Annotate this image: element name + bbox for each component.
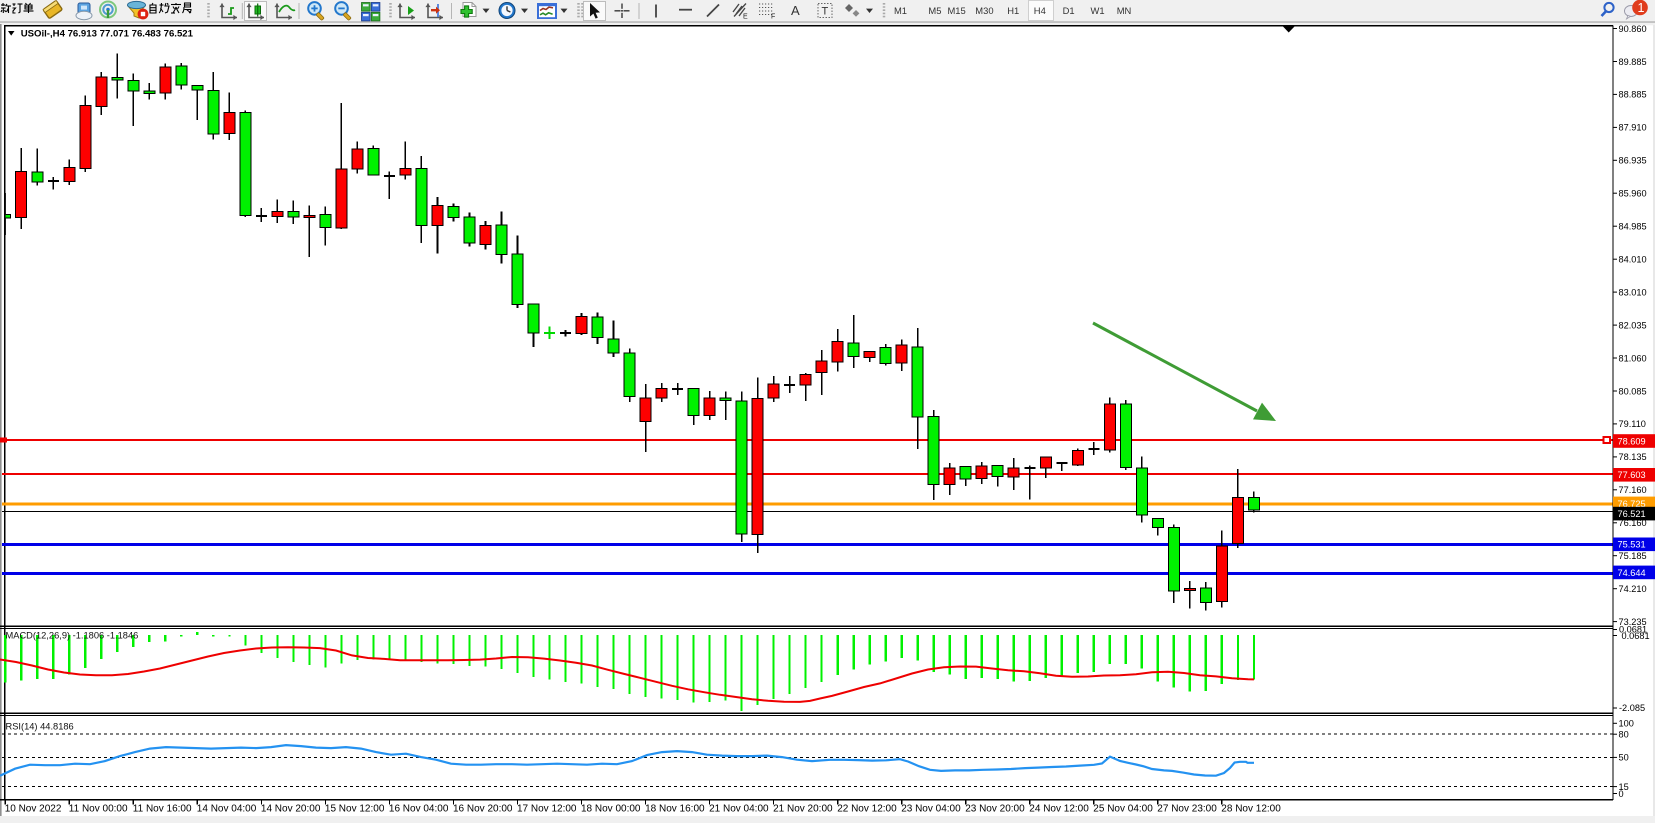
- svg-text:D1: D1: [1063, 5, 1075, 16]
- svg-text:M15: M15: [948, 5, 966, 16]
- svg-text:16 Nov 20:00: 16 Nov 20:00: [453, 803, 513, 814]
- svg-text:78.609: 78.609: [1618, 436, 1646, 446]
- svg-text:78.135: 78.135: [1619, 452, 1647, 462]
- svg-text:T: T: [822, 6, 829, 18]
- svg-text:21 Nov 04:00: 21 Nov 04:00: [709, 803, 769, 814]
- svg-text:23 Nov 20:00: 23 Nov 20:00: [965, 803, 1025, 814]
- svg-text:F: F: [771, 14, 775, 21]
- svg-text:84.010: 84.010: [1619, 255, 1647, 265]
- svg-text:17 Nov 12:00: 17 Nov 12:00: [517, 803, 577, 814]
- svg-text:74.644: 74.644: [1618, 568, 1646, 578]
- svg-text:10 Nov 2022: 10 Nov 2022: [5, 803, 62, 814]
- svg-text:88.885: 88.885: [1619, 90, 1647, 100]
- svg-text:100: 100: [1619, 719, 1634, 729]
- svg-text:1: 1: [1638, 1, 1645, 15]
- svg-text:74.210: 74.210: [1619, 584, 1647, 594]
- svg-text:M5: M5: [928, 5, 941, 16]
- svg-text:H4: H4: [1034, 5, 1046, 16]
- svg-text:21 Nov 20:00: 21 Nov 20:00: [773, 803, 833, 814]
- svg-text:15 Nov 12:00: 15 Nov 12:00: [325, 803, 385, 814]
- svg-text:80: 80: [1619, 730, 1629, 740]
- svg-text:79.110: 79.110: [1619, 419, 1646, 429]
- svg-text:USOil-,H4 76.913 77.071 76.48: USOil-,H4 76.913 77.071 76.483 76.521: [21, 29, 194, 40]
- svg-text:16 Nov 04:00: 16 Nov 04:00: [389, 803, 449, 814]
- svg-text:24 Nov 12:00: 24 Nov 12:00: [1029, 803, 1089, 814]
- svg-text:77.603: 77.603: [1618, 470, 1646, 480]
- svg-text:14 Nov 04:00: 14 Nov 04:00: [197, 803, 257, 814]
- svg-text:0.0681: 0.0681: [1622, 631, 1650, 641]
- svg-text:E: E: [743, 14, 748, 21]
- svg-text:75.531: 75.531: [1618, 540, 1646, 550]
- svg-text:83.010: 83.010: [1619, 287, 1647, 297]
- svg-text:23 Nov 04:00: 23 Nov 04:00: [901, 803, 961, 814]
- svg-text:A: A: [791, 3, 800, 18]
- svg-text:85.960: 85.960: [1619, 189, 1647, 199]
- svg-text:76.160: 76.160: [1619, 518, 1647, 528]
- svg-text:14 Nov 20:00: 14 Nov 20:00: [261, 803, 321, 814]
- svg-text:18 Nov 16:00: 18 Nov 16:00: [645, 803, 705, 814]
- svg-text:M1: M1: [894, 5, 907, 16]
- svg-text:82.035: 82.035: [1619, 320, 1647, 330]
- svg-text:75.185: 75.185: [1619, 551, 1647, 561]
- svg-text:73.235: 73.235: [1619, 617, 1647, 627]
- svg-text:22 Nov 12:00: 22 Nov 12:00: [837, 803, 897, 814]
- svg-text:H1: H1: [1007, 5, 1019, 16]
- svg-text:77.160: 77.160: [1619, 485, 1647, 495]
- svg-text:0: 0: [1619, 789, 1624, 799]
- svg-text:25 Nov 04:00: 25 Nov 04:00: [1093, 803, 1153, 814]
- svg-text:28 Nov 12:00: 28 Nov 12:00: [1221, 803, 1281, 814]
- svg-text:76.725: 76.725: [1618, 499, 1646, 509]
- svg-text:84.985: 84.985: [1619, 222, 1647, 232]
- svg-text:27 Nov 23:00: 27 Nov 23:00: [1157, 803, 1217, 814]
- svg-text:11 Nov 16:00: 11 Nov 16:00: [133, 803, 192, 814]
- svg-text:M30: M30: [975, 5, 993, 16]
- svg-text:W1: W1: [1091, 5, 1105, 16]
- svg-text:86.935: 86.935: [1619, 156, 1647, 166]
- svg-text:89.885: 89.885: [1619, 57, 1647, 67]
- svg-text:0.0681: 0.0681: [1619, 625, 1647, 635]
- svg-text:RSI(14) 44.8186: RSI(14) 44.8186: [6, 722, 74, 732]
- svg-text:15: 15: [1619, 782, 1629, 792]
- svg-text:MACD(12,26,9) -1.1806 -1.1846: MACD(12,26,9) -1.1806 -1.1846: [6, 631, 139, 641]
- svg-text:-2.085: -2.085: [1619, 703, 1645, 713]
- svg-text:11 Nov 00:00: 11 Nov 00:00: [69, 803, 128, 814]
- svg-text:18 Nov 00:00: 18 Nov 00:00: [581, 803, 641, 814]
- svg-text:81.060: 81.060: [1619, 353, 1647, 363]
- svg-text:MN: MN: [1117, 5, 1132, 16]
- svg-text:76.521: 76.521: [1618, 509, 1646, 519]
- svg-text:80.085: 80.085: [1619, 386, 1647, 396]
- svg-text:90.860: 90.860: [1619, 24, 1647, 34]
- svg-text:87.910: 87.910: [1619, 123, 1647, 133]
- svg-text:50: 50: [1619, 753, 1629, 763]
